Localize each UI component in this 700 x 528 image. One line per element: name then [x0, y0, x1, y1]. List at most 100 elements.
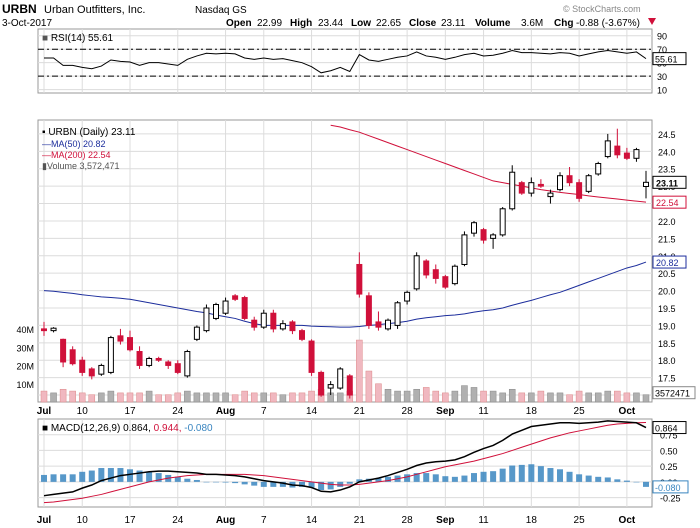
low-value: 22.65 — [376, 18, 401, 29]
volume-tick-label: 40M — [16, 325, 34, 335]
x-tick-label: 14 — [306, 406, 318, 417]
macd-legend-prefix: MACD(12,26,9) — [51, 423, 120, 434]
macd-last-box — [652, 421, 687, 435]
macd-histogram-bar — [604, 477, 611, 482]
volume-bar — [336, 392, 344, 403]
candle-body — [184, 351, 191, 377]
volume-bar — [279, 394, 287, 403]
macd-histogram-bar — [136, 470, 143, 482]
price-tick-label: 18.0 — [658, 356, 676, 366]
x-tick-label: 21 — [354, 406, 366, 417]
volume-bar — [59, 388, 67, 403]
macd-histogram-bar — [404, 474, 411, 482]
volume-bar — [78, 392, 86, 403]
macd-histogram-bar — [98, 468, 105, 482]
price-tick-label: 19.0 — [658, 321, 676, 331]
macd-histogram-bar — [451, 476, 458, 482]
volume-last-value: 3572471 — [655, 389, 690, 399]
macd-histogram-bar — [432, 474, 439, 482]
candle-body — [537, 183, 544, 187]
volume-bar — [193, 392, 201, 403]
macd-histogram-bar — [222, 481, 229, 483]
volume-bar — [270, 392, 277, 403]
macd-histogram-bar — [146, 471, 153, 482]
candle-body — [251, 319, 258, 328]
ma200-last-box — [652, 195, 687, 209]
ma50-legend: —MA(50) 20.82 — [42, 139, 106, 149]
volume-bar — [117, 392, 124, 403]
volume-bar — [537, 390, 545, 403]
volume-bar — [413, 388, 420, 403]
candle-body — [442, 276, 449, 288]
candle-body — [461, 234, 468, 265]
volume-bar — [174, 392, 182, 403]
candle-body — [451, 265, 458, 285]
volume-bar — [241, 390, 248, 403]
x-tick-label: 11 — [478, 406, 489, 417]
volume-bar — [451, 390, 459, 403]
volume-bar — [136, 392, 143, 403]
x-tick-label-bottom: 11 — [478, 515, 489, 526]
macd-tick-label: -0.25 — [660, 494, 681, 504]
macd-histogram-bar — [346, 481, 353, 484]
macd-histogram-bar — [614, 479, 621, 482]
x-tick-label: Aug — [216, 406, 235, 417]
macd-histogram-bar — [480, 471, 487, 482]
macd-histogram-bar — [50, 474, 57, 482]
price-panel — [40, 124, 650, 403]
volume-bar — [212, 392, 220, 403]
exchange: Nasdaq GS — [195, 5, 247, 16]
volume-legend: ▮Volume 3,572,471 — [42, 161, 120, 171]
volume-bar — [442, 392, 449, 403]
ma50-legend-text: MA(50) 20.82 — [51, 139, 106, 149]
ma200-legend-text: MA(200) 22.54 — [51, 150, 111, 160]
volume-bar — [298, 392, 306, 403]
company-name: Urban Outfitters, Inc. — [44, 4, 145, 16]
rsi-last-value: 55.61 — [655, 55, 678, 65]
macd-legend: ■ MACD(12,26,9) 0.864, 0.944, -0.080 — [42, 423, 213, 434]
candle-body — [432, 269, 439, 279]
chg-value: -0.88 (-3.67%) — [576, 18, 640, 29]
macd-histogram-bar — [88, 470, 95, 482]
candle-body — [260, 312, 267, 328]
candle-body — [60, 338, 67, 363]
candle-body — [155, 357, 162, 361]
macd-histogram-bar — [499, 468, 506, 482]
price-tick-label: 17.5 — [658, 374, 676, 384]
volume-bar — [222, 392, 229, 403]
rsi-tick-label: 10 — [657, 86, 667, 96]
ma50-line — [43, 261, 647, 328]
ma200-last-value: 22.54 — [656, 198, 679, 208]
x-tick-label: 17 — [124, 406, 136, 417]
x-tick-label-bottom: 18 — [526, 515, 538, 526]
macd-line — [43, 420, 647, 497]
macd-histogram-bar — [518, 464, 525, 482]
x-tick-label-bottom: 25 — [574, 515, 586, 526]
macd-histogram-bar — [547, 468, 554, 482]
price-tick-label: 18.5 — [658, 339, 676, 349]
candle-body — [98, 364, 105, 375]
candle-body — [614, 145, 621, 156]
ma50-last-box — [652, 255, 687, 269]
macd-histogram-bar — [413, 473, 420, 482]
price-tick-label: 19.5 — [658, 304, 676, 314]
ma50-last-value: 20.82 — [656, 258, 679, 268]
candle-body — [117, 335, 124, 342]
price-tick-label: 20.0 — [658, 287, 676, 297]
candle-body — [490, 234, 497, 239]
macd-histogram-bar — [337, 481, 344, 487]
volume-bar — [528, 392, 535, 403]
candle-body — [413, 255, 420, 290]
macd-histogram-bar — [509, 465, 516, 482]
rsi-line — [44, 50, 647, 74]
candle-body — [423, 260, 430, 276]
volume-bar — [461, 385, 468, 403]
ma200-legend: —MA(200) 22.54 — [42, 150, 111, 160]
candle-body — [289, 321, 296, 332]
volume-bar — [356, 339, 363, 403]
volume-bar — [594, 392, 602, 403]
volume-bar — [126, 392, 134, 403]
macd-histogram-bar — [318, 481, 325, 491]
macd-tick-label: 0.75 — [660, 431, 678, 441]
